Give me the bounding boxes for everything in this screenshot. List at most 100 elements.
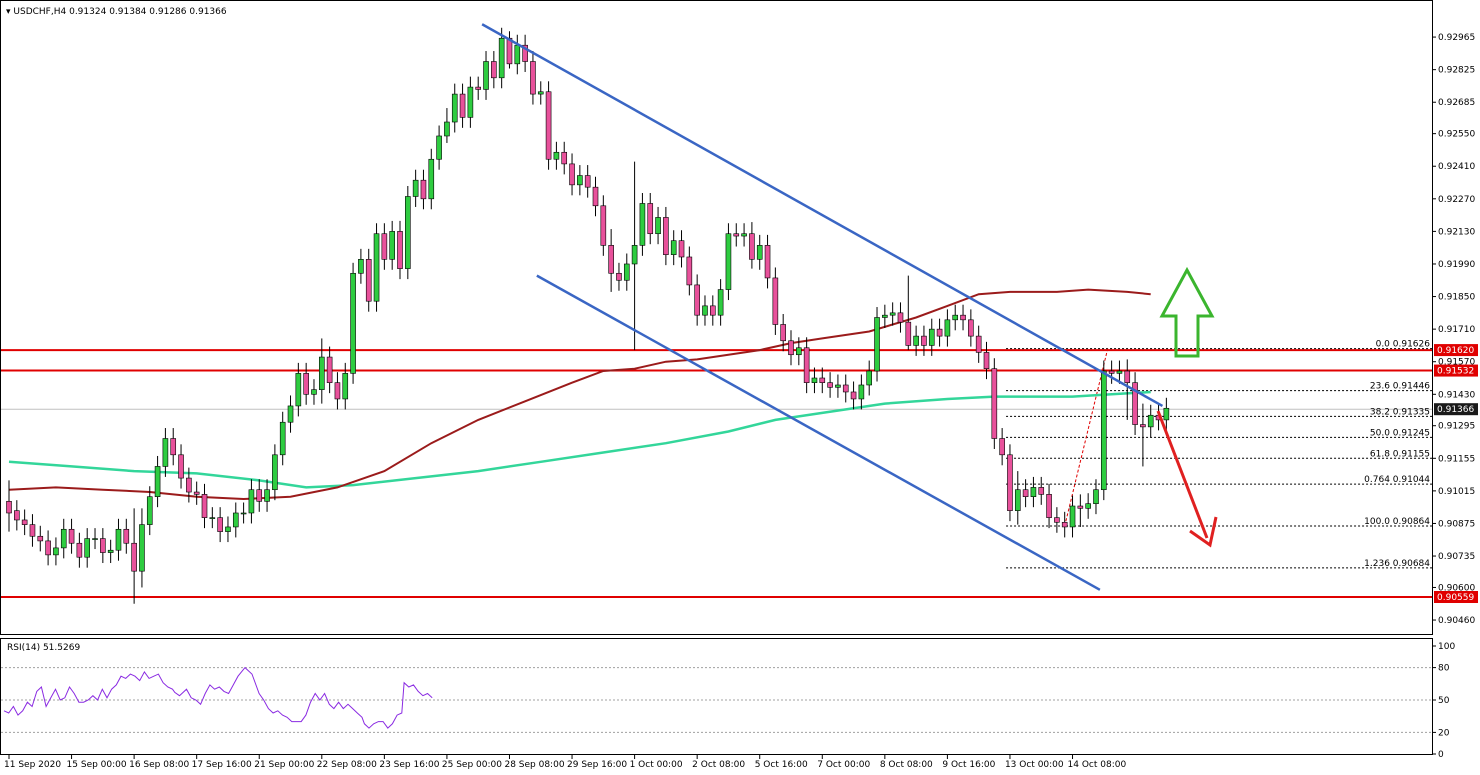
header-open: 0.91324	[69, 7, 106, 17]
candle	[264, 479, 270, 512]
candle	[623, 253, 630, 291]
candle	[6, 480, 12, 532]
bear-candle-body	[678, 240, 685, 258]
candle	[936, 318, 943, 347]
sma-fast-line	[8, 288, 1151, 501]
candle	[1030, 476, 1037, 508]
bull-candle-body	[436, 135, 442, 160]
time-tick-label: 14 Oct 08:00	[1068, 760, 1127, 770]
current-price-tag-text: 0.91366	[1437, 405, 1474, 415]
candle	[256, 479, 263, 512]
time-tick-label: 29 Sep 16:00	[567, 760, 627, 770]
time-tick-label: 11 Sep 2020	[4, 760, 61, 770]
candle	[491, 51, 497, 89]
bear-candle-body	[897, 312, 904, 323]
bear-candle-body	[686, 256, 693, 286]
level-tag-box	[1434, 344, 1478, 357]
candle	[686, 246, 693, 296]
bull-candle-body	[725, 233, 732, 290]
candle	[459, 83, 466, 128]
candle	[631, 161, 638, 351]
fib-trend-line	[1064, 348, 1109, 527]
bear-candle-body	[616, 272, 622, 281]
candle	[240, 502, 247, 524]
bear-candle-body	[475, 86, 482, 90]
time-tick-label: 16 Sep 08:00	[129, 760, 189, 770]
bear-candle-body	[530, 61, 536, 95]
bull-candle-body	[162, 438, 169, 467]
bull-candle-body	[1147, 414, 1154, 428]
bull-candle-body	[623, 263, 630, 281]
bear-candle-body	[968, 319, 974, 337]
candle	[960, 304, 966, 331]
time-tick-label: 17 Sep 16:00	[192, 760, 252, 770]
header-high: 0.91384	[109, 7, 146, 17]
fib-level-label: 0.764 0.91044	[1364, 475, 1430, 485]
candle	[295, 362, 302, 417]
bull-candle-body	[240, 512, 247, 515]
bear-candle-body	[1038, 487, 1045, 495]
fib-level-label: 61.8 0.91155	[1370, 449, 1430, 459]
bear-candle-body	[850, 391, 857, 400]
price-tick-label: 0.92550	[1438, 130, 1475, 140]
level-tag-box	[1434, 364, 1478, 377]
candle	[84, 528, 90, 568]
header-triangle-icon: ▾	[6, 7, 13, 17]
bull-candle-body	[318, 356, 325, 390]
bull-candle-body	[373, 233, 380, 302]
candle	[655, 206, 661, 245]
candle	[272, 444, 278, 501]
candle	[412, 169, 419, 207]
bull-candle-body	[1069, 505, 1076, 528]
bear-candle-body	[600, 205, 607, 246]
candle	[420, 169, 427, 210]
candle	[1014, 471, 1021, 525]
rsi-line	[3, 666, 433, 729]
bull-candle-body	[796, 347, 802, 356]
candle	[373, 223, 380, 312]
bearish-arrow-icon	[1189, 516, 1218, 548]
time-tick-label: 8 Oct 08:00	[880, 760, 933, 770]
bull-candle-body	[952, 314, 959, 321]
candle	[498, 27, 505, 89]
bull-candle-body	[889, 312, 896, 316]
candle	[991, 358, 998, 449]
bear-candle-body	[381, 233, 388, 260]
price-tick-label: 0.92410	[1438, 162, 1475, 172]
candle	[303, 362, 309, 405]
candle	[29, 514, 36, 547]
candle	[811, 367, 818, 394]
chart-header: ▾ USDCHF,H4 0.91324 0.91384 0.91286 0.91…	[6, 7, 227, 17]
bear-candle-body	[772, 277, 779, 325]
bear-candle-body	[1077, 505, 1084, 509]
candle	[803, 337, 810, 394]
candle	[780, 314, 786, 352]
main-plot-area: 0.0 0.91626 23.6 0.91446 38.2 0.91335 50.0 …	[1, 23, 1432, 604]
price-tick-label: 0.91850	[1438, 293, 1475, 303]
bull-candle-body	[1093, 489, 1099, 504]
candle	[107, 539, 114, 564]
candle	[928, 318, 935, 356]
bear-candle-body	[592, 186, 599, 207]
rsi-tick-label: 50	[1438, 696, 1450, 706]
bull-candle-body	[115, 528, 122, 551]
candle	[326, 346, 333, 394]
bear-candle-body	[921, 335, 927, 346]
candle	[616, 262, 622, 291]
bear-candle-body	[6, 501, 12, 514]
bear-candle-body	[663, 217, 669, 255]
candle	[882, 304, 888, 328]
bear-candle-body	[326, 356, 333, 383]
candle	[436, 125, 442, 170]
price-tick-label: 0.90875	[1438, 519, 1475, 529]
bull-candle-body	[483, 61, 489, 90]
candle	[389, 220, 395, 270]
candle	[193, 481, 200, 505]
candle	[866, 360, 873, 396]
bear-candle-body	[1007, 454, 1013, 511]
candle	[858, 374, 865, 410]
candle	[968, 309, 974, 347]
bull-candle-body	[756, 245, 763, 260]
bull-candle-body	[272, 454, 278, 491]
